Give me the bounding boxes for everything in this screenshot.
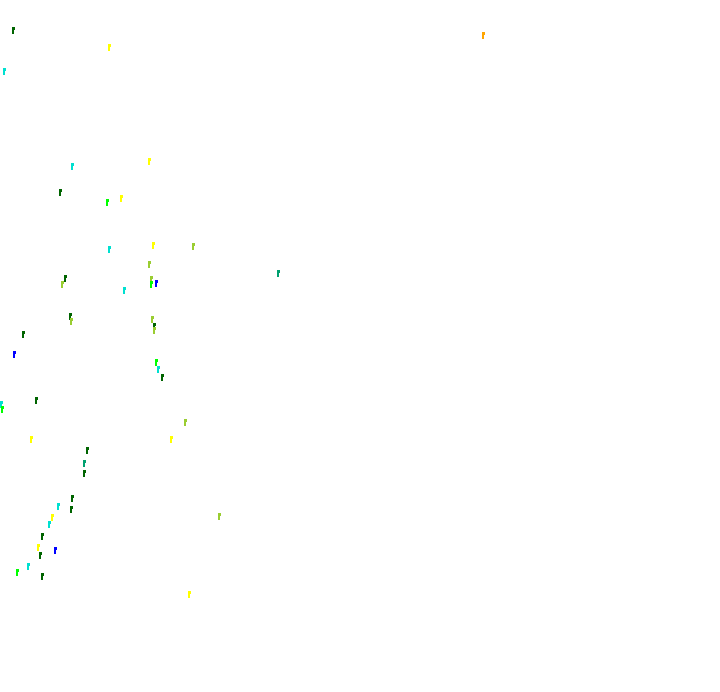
color-mark [123,287,126,294]
color-mark [120,195,123,202]
color-mark [184,419,187,426]
color-mark [37,544,40,551]
color-mark [108,246,111,253]
color-mark [150,281,153,288]
color-mark [51,514,54,521]
color-mark [41,533,44,540]
color-mark [13,351,16,358]
color-mark [70,506,73,513]
color-mark [108,44,111,51]
color-mark [83,470,86,477]
color-mark [218,513,221,520]
color-mark [71,495,74,502]
color-mark [30,436,33,443]
color-mark [150,276,153,283]
color-mark [106,199,109,206]
color-mark [277,270,280,277]
color-mark [39,552,42,559]
color-mark [157,366,160,373]
color-mark [71,163,74,170]
color-mark [148,158,151,165]
color-mark [153,323,156,330]
color-mark [16,569,19,576]
color-mark [86,447,89,454]
color-mark [83,460,86,467]
color-mark [161,374,164,381]
color-mark [12,27,15,34]
color-mark [148,261,151,268]
color-mark [48,521,51,528]
color-mark [64,275,67,282]
color-mark [3,68,6,75]
color-mark [152,242,155,249]
color-mark [192,243,195,250]
color-mark [188,591,191,598]
color-mark [155,359,158,366]
color-mark [57,503,60,510]
color-mark [69,313,72,320]
color-mark [155,280,158,287]
color-mark [170,436,173,443]
color-mark [153,327,156,334]
color-mark [27,563,30,570]
color-mark [151,316,154,323]
color-mark [59,189,62,196]
color-mark [482,32,485,39]
color-mark [41,573,44,580]
color-mark [22,331,25,338]
color-mark [1,406,4,413]
color-mark [35,397,38,404]
color-mark [54,547,57,554]
color-mark [61,281,64,288]
color-mark [0,401,3,408]
color-mark [70,318,73,325]
